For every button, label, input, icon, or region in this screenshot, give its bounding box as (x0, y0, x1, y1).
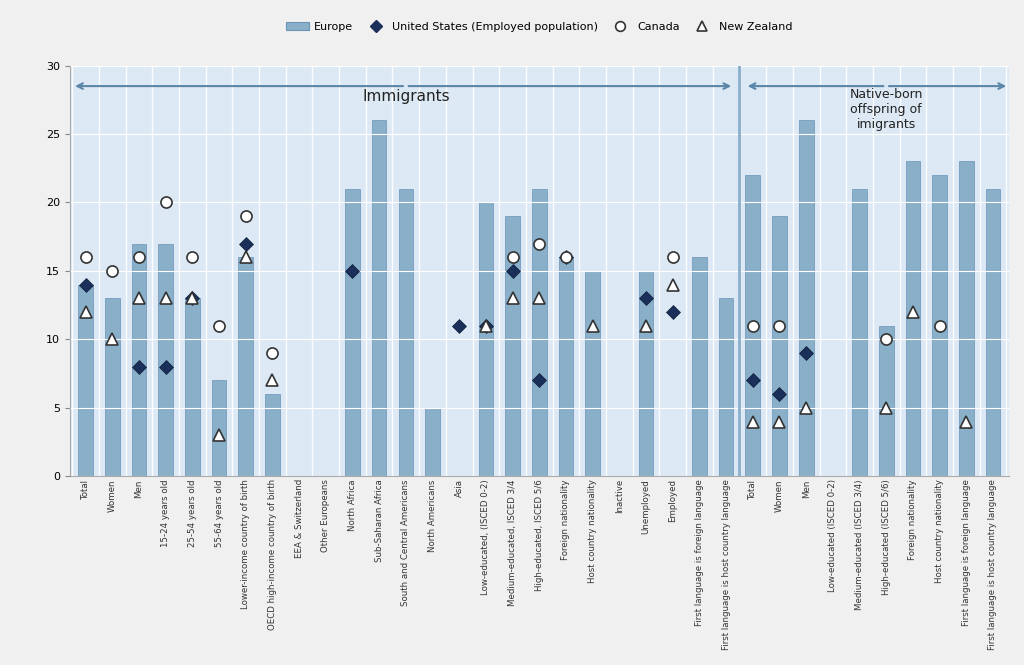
Bar (104, 299, 120, 476)
Bar (745, 175, 760, 476)
Bar (719, 299, 733, 476)
Bar (639, 271, 653, 476)
Bar (905, 162, 921, 476)
Bar (852, 189, 867, 476)
Bar (799, 120, 813, 476)
Bar (958, 162, 974, 476)
Bar (986, 189, 1000, 476)
Bar (425, 408, 440, 476)
Bar (345, 189, 359, 476)
Bar (586, 271, 600, 476)
Bar (879, 326, 894, 476)
Bar (265, 394, 280, 476)
Bar (78, 285, 93, 476)
Bar (531, 189, 547, 476)
Text: Immigrants: Immigrants (362, 89, 450, 104)
Bar (398, 189, 413, 476)
Bar (505, 216, 520, 476)
Bar (478, 202, 494, 476)
Legend: Europe, United States (Employed population), Canada, New Zealand: Europe, United States (Employed populati… (287, 22, 793, 32)
Bar (692, 257, 707, 476)
Bar (185, 299, 200, 476)
Text: Native-born
offspring of
imigrants: Native-born offspring of imigrants (850, 88, 923, 131)
Bar (372, 120, 386, 476)
Bar (159, 243, 173, 476)
Bar (212, 380, 226, 476)
Bar (559, 257, 573, 476)
Bar (239, 257, 253, 476)
Bar (132, 243, 146, 476)
Bar (932, 175, 947, 476)
Bar (772, 216, 786, 476)
